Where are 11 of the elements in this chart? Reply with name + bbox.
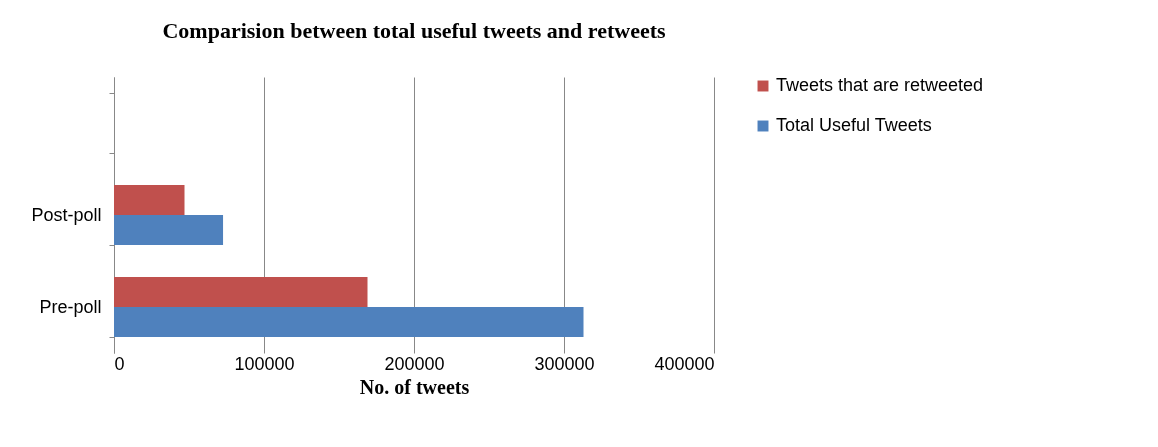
x-tick-label: 400000	[654, 353, 715, 374]
chart-title: Comparision between total useful tweets and retweets	[162, 18, 666, 43]
x-tick-label: 300000	[534, 353, 595, 374]
y-tick-label: Pre-poll	[39, 296, 102, 317]
x-axis-title: No. of tweets	[359, 375, 470, 398]
y-tick-label: Post-poll	[31, 204, 102, 225]
legend-label: Total Useful Tweets	[776, 115, 932, 135]
x-tick-label: 100000	[234, 353, 295, 374]
legend-label: Tweets that are retweeted	[776, 75, 984, 95]
x-tick-label: 0	[114, 353, 125, 374]
x-tick-label: 200000	[384, 353, 445, 374]
